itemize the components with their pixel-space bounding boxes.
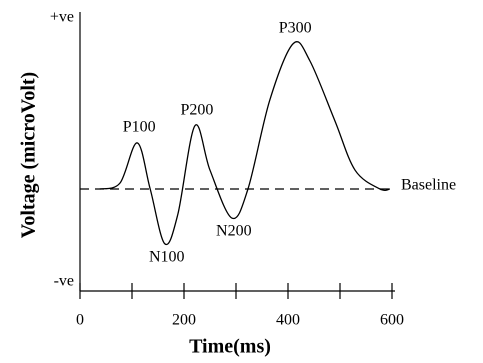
peak-label: N200 bbox=[216, 223, 252, 240]
y-tick-label: -ve bbox=[54, 272, 74, 289]
x-tick-label: 200 bbox=[172, 312, 196, 329]
peak-label: P200 bbox=[180, 101, 213, 118]
x-axis-title: Time(ms) bbox=[189, 336, 271, 358]
x-tick-label: 400 bbox=[276, 312, 300, 329]
baseline-label: Baseline bbox=[401, 177, 456, 194]
waveform bbox=[99, 41, 391, 246]
x-tick-label: 0 bbox=[76, 312, 84, 329]
peak-label: P100 bbox=[123, 119, 156, 136]
peak-label: N100 bbox=[149, 248, 185, 265]
x-tick-label: 600 bbox=[380, 312, 404, 329]
y-tick-label: +ve bbox=[50, 9, 74, 26]
y-axis-title: Voltage (microVolt) bbox=[18, 72, 40, 238]
peak-label: P300 bbox=[279, 19, 312, 36]
